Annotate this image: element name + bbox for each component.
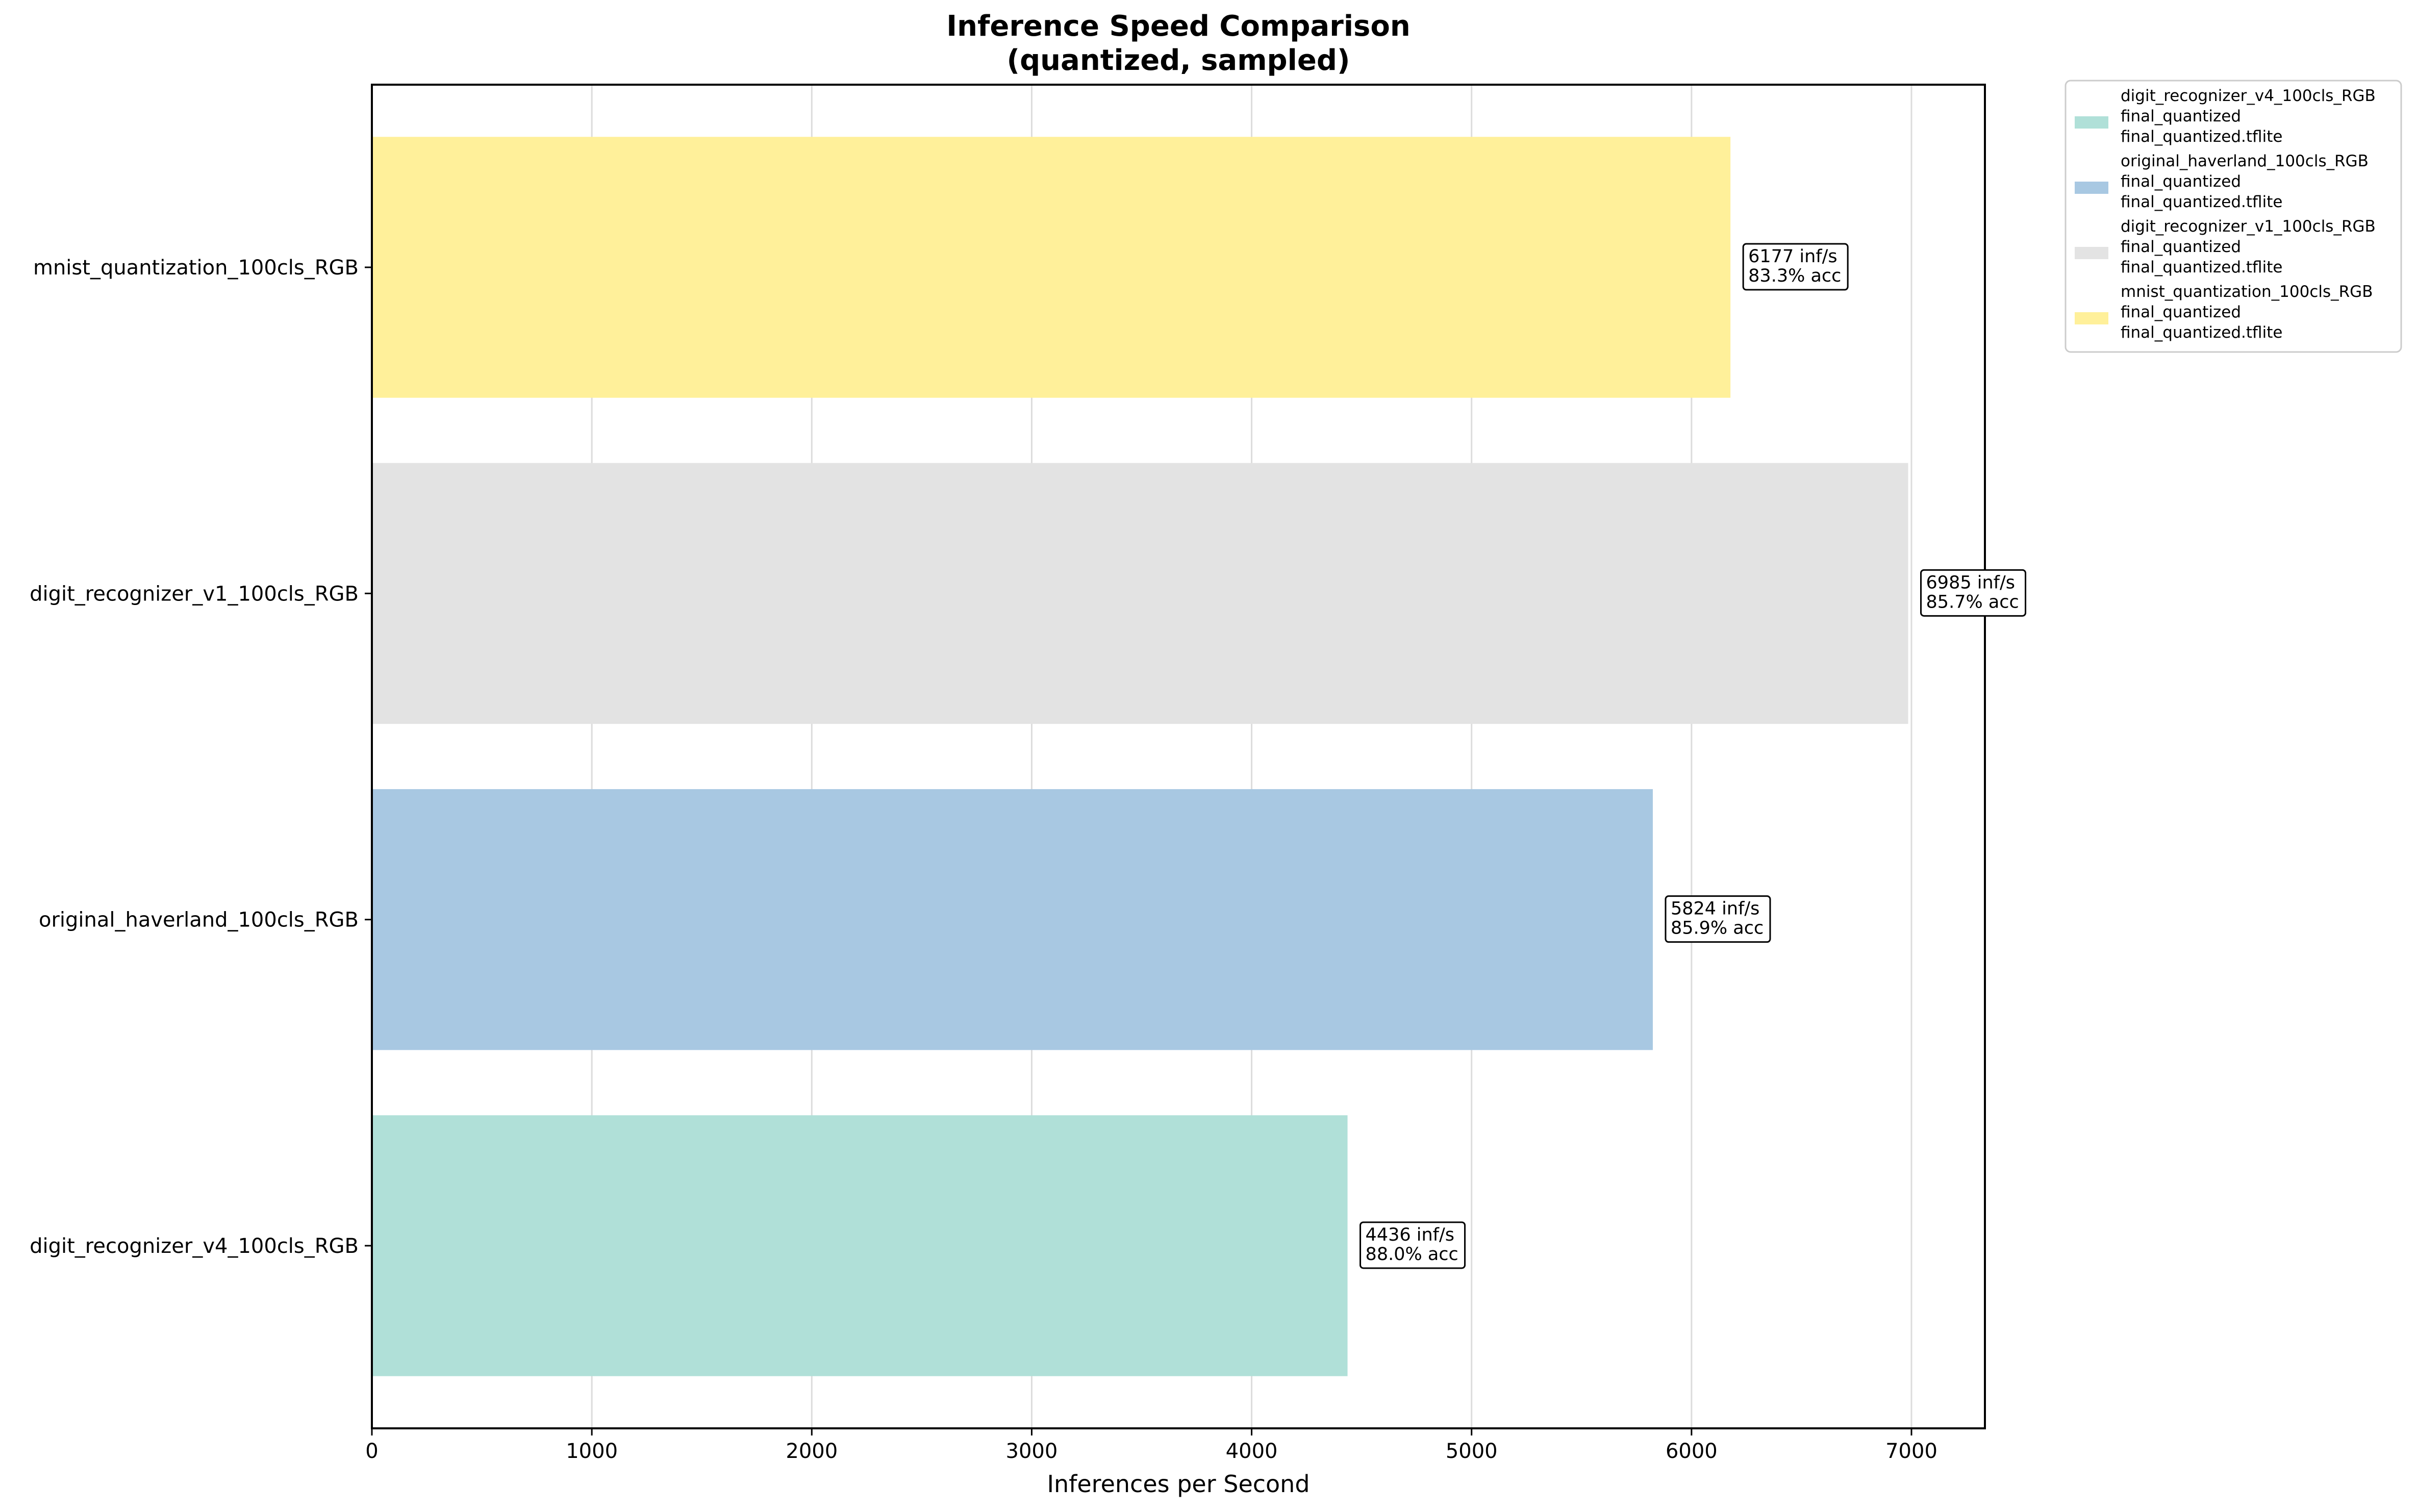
y-tick-label: digit_recognizer_v1_100cls_RGB (30, 582, 359, 606)
legend-entry-text: final_quantized.tflite (2121, 258, 2282, 276)
bar-value-label: 83.3% acc (1748, 266, 1841, 286)
bar (372, 1115, 1348, 1376)
legend-entry-text: mnist_quantization_100cls_RGB (2121, 283, 2373, 301)
legend-entry-text: original_haverland_100cls_RGB (2121, 152, 2369, 170)
bar (372, 463, 1908, 724)
bar-value-label: 6177 inf/s (1748, 246, 1837, 267)
x-tick-label: 2000 (786, 1440, 838, 1463)
x-tick-label: 6000 (1666, 1440, 1718, 1463)
legend-entry-text: final_quantized (2121, 172, 2241, 191)
bar-value-label: 88.0% acc (1366, 1244, 1458, 1265)
x-tick-label: 3000 (1006, 1440, 1058, 1463)
bar-value-label: 85.9% acc (1671, 918, 1764, 939)
x-tick-label: 0 (365, 1440, 378, 1463)
bar-value-labels: 4436 inf/s88.0% acc 5824 inf/s85.9% acc 69… (1359, 243, 2027, 1269)
legend-entry-text: final_quantized.tflite (2121, 128, 2282, 146)
y-axis-labels: digit_recognizer_v4_100cls_RGB original_h… (30, 256, 372, 1258)
legend-entry-text: final_quantized (2121, 107, 2241, 125)
legend-entry-text: digit_recognizer_v1_100cls_RGB (2121, 217, 2376, 236)
bar-label-box (1665, 895, 1771, 943)
bar-value-label: 85.7% acc (1926, 592, 2019, 612)
bar-label-box (1359, 1221, 1466, 1269)
legend-entry-text: final_quantized (2121, 238, 2241, 256)
legend-swatch (2075, 182, 2108, 194)
legend-entry-text: digit_recognizer_v4_100cls_RGB (2121, 87, 2376, 105)
bars (372, 137, 1908, 1376)
chart-subtitle: (quantized, sampled) (1006, 44, 1350, 77)
bar-label-box (1920, 569, 2027, 617)
legend-entry-text: final_quantized.tflite (2121, 193, 2282, 211)
bar-label-box (1742, 243, 1849, 291)
legend-frame (2064, 80, 2402, 353)
x-tick-label: 1000 (566, 1440, 618, 1463)
legend-swatch (2075, 247, 2108, 259)
y-tick-label: original_haverland_100cls_RGB (39, 909, 359, 932)
bar-value-label: 5824 inf/s (1671, 899, 1759, 919)
legend-swatch (2075, 312, 2108, 324)
y-tick-label: mnist_quantization_100cls_RGB (33, 256, 359, 280)
legend-entry-text: final_quantized.tflite (2121, 323, 2282, 342)
legend-swatch (2075, 116, 2108, 129)
legend: digit_recognizer_v4_100cls_RGB final_quan… (2064, 80, 2402, 353)
legend-entry-text: final_quantized (2121, 303, 2241, 321)
y-tick-label: digit_recognizer_v4_100cls_RGB (30, 1234, 359, 1258)
x-tick-label: 4000 (1226, 1440, 1278, 1463)
x-tick-label: 5000 (1446, 1440, 1498, 1463)
bar-value-label: 6985 inf/s (1926, 572, 2015, 593)
bar (372, 137, 1731, 398)
bar (372, 789, 1653, 1050)
chart-title: Inference Speed Comparison (946, 10, 1410, 43)
x-tick-label: 7000 (1885, 1440, 1937, 1463)
x-axis-ticks: 0 1000 2000 3000 4000 5000 6000 7000 (365, 1428, 1937, 1463)
bar-value-label: 4436 inf/s (1366, 1225, 1454, 1245)
plot-frame (371, 84, 1986, 1429)
x-axis-label: Inferences per Second (1047, 1470, 1310, 1498)
